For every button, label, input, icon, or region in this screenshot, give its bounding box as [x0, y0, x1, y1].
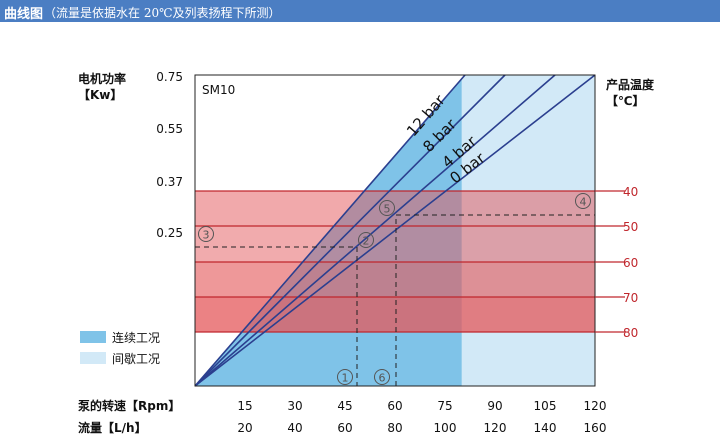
x-label-flow: 流量【L/h】 — [78, 420, 147, 435]
x-tick-flow: 120 — [484, 421, 507, 435]
y-left-tick: 0.37 — [156, 175, 183, 189]
x-tick-flow: 60 — [337, 421, 352, 435]
legend-swatch-intermittent — [80, 352, 106, 364]
marker-circle — [575, 193, 591, 209]
x-tick-flow: 80 — [387, 421, 402, 435]
temperature-band — [195, 191, 595, 226]
temperature-band — [195, 191, 595, 226]
legend-label-continuous: 连续工况 — [112, 330, 160, 345]
legend-label-intermittent: 间歇工况 — [112, 352, 160, 366]
x-ticks: 15 20 30 40 45 60 60 80 75 100 90 120 105 140 120 160 — [237, 399, 606, 435]
y-right-tick: 60 — [623, 256, 638, 270]
marker-number: 4 — [580, 196, 587, 209]
temperature-band — [195, 262, 595, 297]
x-tick-flow: 100 — [434, 421, 457, 435]
y-right-tick: 70 — [623, 291, 638, 305]
header-note: （流量是依据水在 20℃及列表扬程下所测） — [44, 6, 281, 20]
x-tick-rpm: 15 — [237, 399, 252, 413]
y-left-tick: 0.75 — [156, 70, 183, 84]
y-right-label-1: 产品温度 — [606, 77, 655, 92]
marker-circle — [374, 369, 390, 385]
marker-number: 1 — [342, 372, 349, 385]
marker-number: 6 — [379, 372, 386, 385]
legend-swatch-continuous — [80, 331, 106, 343]
marker-number: 5 — [384, 203, 391, 216]
x-tick-rpm: 120 — [584, 399, 607, 413]
marker-circle — [358, 232, 374, 248]
marker-circle — [379, 200, 395, 216]
y-left-label-2: 【Kw】 — [78, 87, 122, 102]
y-left-label-1: 电机功率 — [78, 71, 126, 86]
x-tick-rpm: 75 — [437, 399, 452, 413]
x-tick-flow: 20 — [237, 421, 252, 435]
x-tick-rpm: 45 — [337, 399, 352, 413]
x-tick-rpm: 90 — [487, 399, 502, 413]
pressure-line — [194, 74, 466, 387]
temperature-band — [195, 297, 595, 332]
guide-line-5 — [395, 214, 595, 386]
marker-circle — [198, 226, 214, 242]
pressure-line — [194, 74, 506, 387]
temperature-band — [195, 226, 595, 262]
pressure-line — [194, 74, 556, 387]
y-left-tick: 0.25 — [156, 226, 183, 240]
y-right-tick: 40 — [623, 185, 638, 199]
y-left-tick: 0.55 — [156, 122, 183, 136]
x-tick-rpm: 60 — [387, 399, 402, 413]
header-bar: 曲线图 （流量是依据水在 20℃及列表扬程下所测） — [0, 0, 720, 22]
x-tick-flow: 140 — [534, 421, 557, 435]
y-right-label-2: 【℃】 — [606, 93, 645, 108]
model-label: SM10 — [202, 83, 235, 97]
marker-number: 3 — [203, 229, 210, 242]
header-title: 曲线图 — [4, 7, 44, 22]
x-tick-flow: 40 — [287, 421, 302, 435]
marker-circle — [337, 369, 353, 385]
y-right-ticks: 40 50 60 70 80 — [595, 185, 638, 340]
x-tick-rpm: 30 — [287, 399, 302, 413]
x-tick-flow: 160 — [584, 421, 607, 435]
y-right-tick: 50 — [623, 220, 638, 234]
plot-frame — [194, 74, 596, 387]
pressure-line — [194, 74, 596, 387]
y-right-tick: 80 — [623, 326, 638, 340]
guide-line-2 — [195, 246, 358, 386]
x-label-rpm: 泵的转速【Rpm】 — [78, 398, 180, 413]
marker-number: 2 — [363, 235, 370, 248]
x-tick-rpm: 105 — [534, 399, 557, 413]
